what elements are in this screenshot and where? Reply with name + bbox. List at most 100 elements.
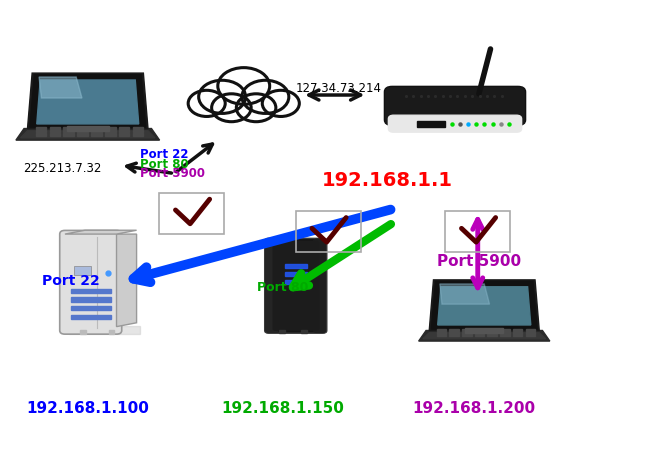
Polygon shape: [16, 129, 160, 140]
Bar: [64, 130, 74, 132]
FancyBboxPatch shape: [60, 230, 122, 334]
FancyBboxPatch shape: [273, 241, 318, 330]
Bar: [71, 314, 110, 319]
Text: 192.168.1.1: 192.168.1.1: [322, 171, 453, 190]
Bar: [36, 127, 46, 129]
Bar: [133, 134, 144, 135]
Text: 192.168.1.100: 192.168.1.100: [26, 401, 149, 416]
Bar: [417, 121, 445, 127]
Bar: [285, 264, 307, 268]
Bar: [488, 329, 497, 331]
Bar: [119, 127, 129, 129]
Circle shape: [218, 67, 270, 104]
Polygon shape: [116, 234, 136, 327]
Polygon shape: [241, 108, 246, 115]
Bar: [64, 134, 74, 135]
Bar: [445, 211, 510, 252]
Bar: [285, 272, 307, 276]
Bar: [119, 130, 129, 132]
Bar: [488, 335, 497, 336]
Bar: [513, 335, 523, 336]
Bar: [91, 127, 101, 129]
Bar: [488, 332, 497, 334]
Bar: [73, 266, 92, 274]
Bar: [77, 134, 88, 135]
Circle shape: [263, 90, 299, 117]
Bar: [449, 329, 459, 331]
Polygon shape: [440, 284, 489, 304]
Polygon shape: [21, 131, 155, 138]
Bar: [49, 134, 60, 135]
Bar: [71, 297, 110, 302]
Bar: [71, 306, 110, 310]
Bar: [474, 329, 484, 331]
Bar: [71, 289, 110, 293]
FancyBboxPatch shape: [314, 239, 326, 332]
Bar: [437, 335, 446, 336]
Bar: [500, 332, 510, 334]
Polygon shape: [39, 77, 82, 98]
Bar: [301, 330, 307, 333]
Bar: [36, 130, 46, 132]
Bar: [119, 134, 129, 135]
Bar: [77, 127, 88, 129]
Circle shape: [212, 94, 251, 122]
Bar: [91, 134, 101, 135]
Bar: [280, 330, 285, 333]
Polygon shape: [432, 281, 537, 329]
Text: Port 80: Port 80: [140, 157, 188, 171]
Bar: [513, 332, 523, 334]
FancyBboxPatch shape: [266, 239, 278, 332]
Polygon shape: [419, 330, 550, 341]
Bar: [159, 193, 224, 234]
Bar: [462, 335, 471, 336]
Polygon shape: [429, 280, 540, 330]
FancyBboxPatch shape: [265, 238, 327, 333]
Bar: [449, 332, 459, 334]
Bar: [500, 335, 510, 336]
Bar: [525, 329, 535, 331]
Polygon shape: [437, 287, 531, 325]
FancyBboxPatch shape: [388, 115, 521, 132]
Bar: [91, 130, 101, 132]
Bar: [49, 130, 60, 132]
Bar: [462, 329, 471, 331]
Bar: [500, 329, 510, 331]
Bar: [462, 332, 471, 334]
Bar: [105, 134, 116, 135]
Polygon shape: [27, 73, 148, 129]
Circle shape: [237, 94, 276, 122]
Bar: [513, 329, 523, 331]
Bar: [36, 134, 46, 135]
Polygon shape: [37, 80, 138, 124]
Text: Port 5900: Port 5900: [140, 167, 205, 180]
Bar: [64, 127, 74, 129]
Text: Port 5900: Port 5900: [437, 254, 521, 269]
Bar: [525, 335, 535, 336]
Bar: [133, 130, 144, 132]
Text: Port 80: Port 80: [257, 281, 308, 295]
Text: 127.34.73.214: 127.34.73.214: [296, 82, 382, 95]
Bar: [449, 335, 459, 336]
Bar: [525, 332, 535, 334]
Bar: [285, 280, 307, 284]
Bar: [465, 328, 503, 333]
Bar: [296, 211, 361, 252]
FancyBboxPatch shape: [384, 86, 526, 125]
Polygon shape: [30, 74, 146, 127]
Circle shape: [188, 90, 226, 117]
Bar: [80, 330, 86, 334]
Bar: [437, 332, 446, 334]
Circle shape: [199, 80, 246, 113]
Text: 192.168.1.150: 192.168.1.150: [221, 401, 344, 416]
Text: 192.168.1.200: 192.168.1.200: [413, 401, 536, 416]
Bar: [437, 329, 446, 331]
Bar: [49, 127, 60, 129]
Bar: [474, 332, 484, 334]
Circle shape: [242, 80, 289, 113]
Bar: [105, 130, 116, 132]
Bar: [77, 130, 88, 132]
Bar: [105, 127, 116, 129]
Text: Port 22: Port 22: [140, 148, 188, 162]
Text: Port 22: Port 22: [42, 274, 100, 288]
